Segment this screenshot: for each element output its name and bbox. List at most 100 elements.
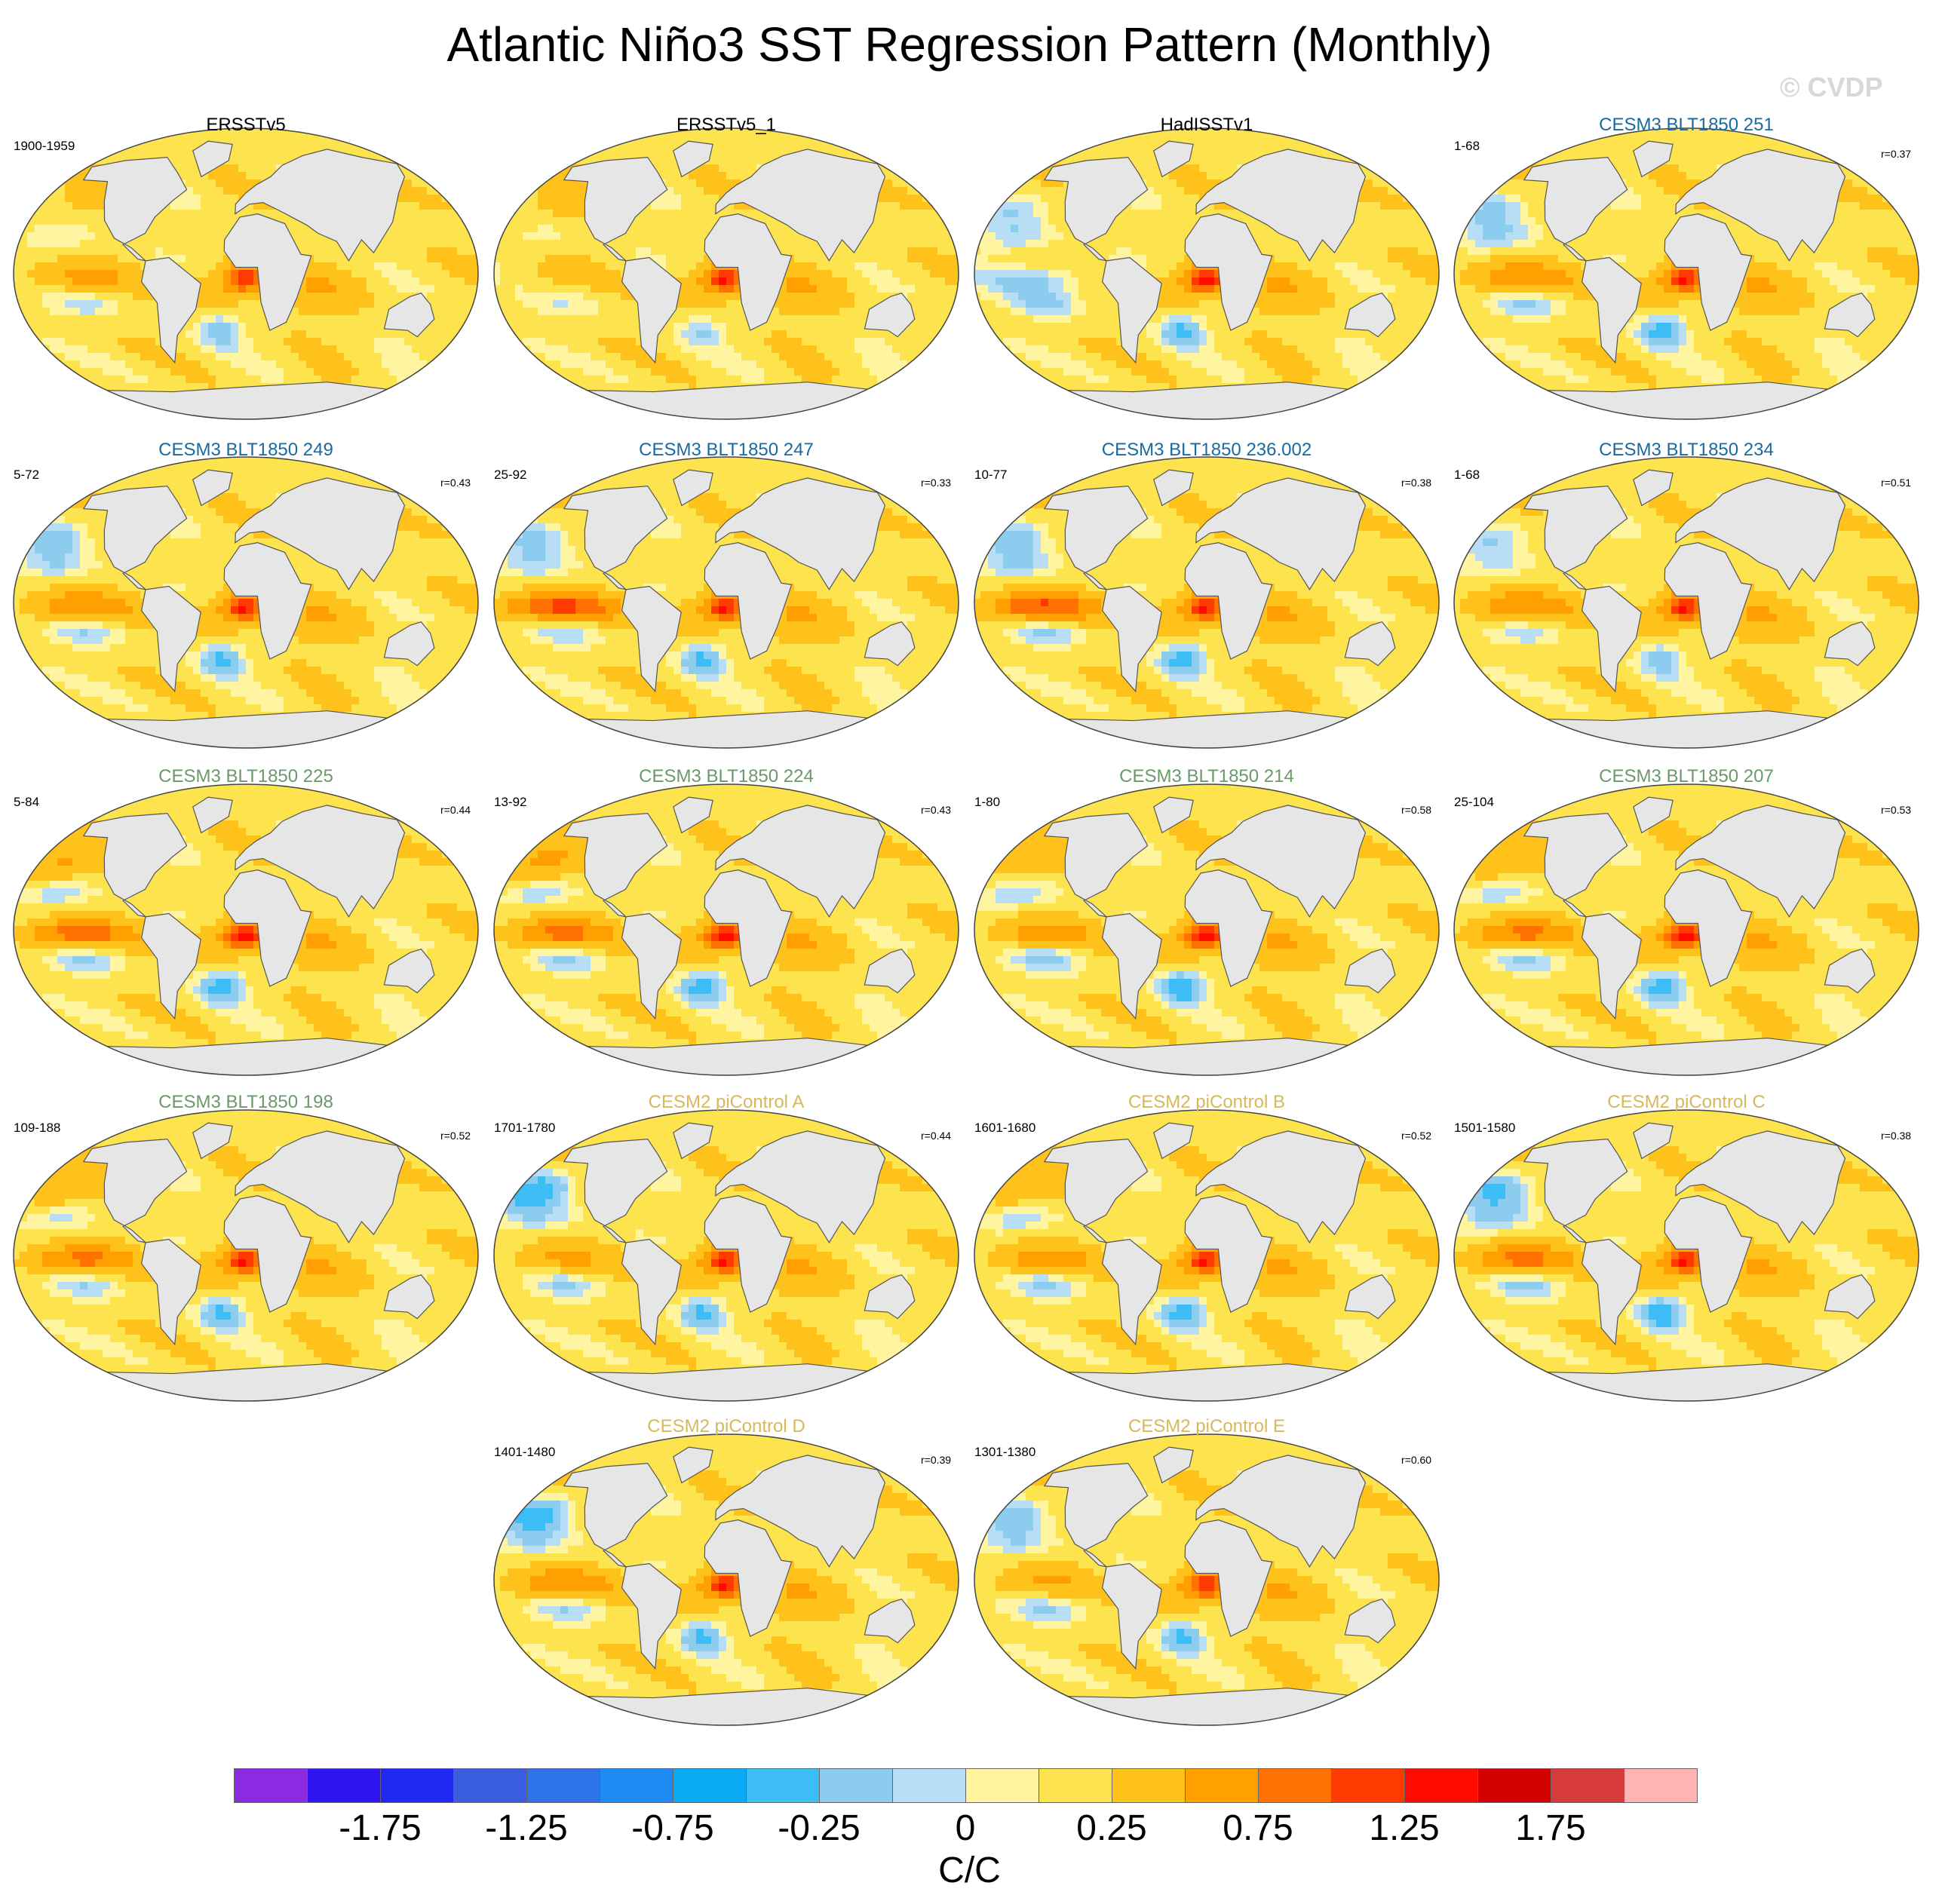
continent-6 (97, 1038, 395, 1075)
map-outline (493, 1109, 959, 1402)
panel-period: 1-80 (974, 795, 1000, 810)
continent-4 (864, 1599, 916, 1644)
colorbar-tick-label: 1.25 (1351, 1807, 1457, 1849)
panel-title: CESM2 piControl D (492, 1416, 960, 1437)
panel-title: CESM3 BLT1850 207 (1453, 766, 1920, 787)
continent-0 (1043, 485, 1149, 590)
continent-1 (1101, 1562, 1162, 1670)
continent-2 (1184, 542, 1273, 660)
sst-field (494, 457, 959, 748)
continent-1 (1581, 585, 1642, 693)
continent-6 (97, 710, 395, 748)
continent-5 (673, 1446, 713, 1484)
continent-4 (383, 1274, 435, 1320)
panel-period: 1601-1680 (974, 1121, 1035, 1136)
continent-0 (563, 1138, 668, 1243)
continent-4 (864, 1274, 916, 1320)
panel-period: 1-68 (1454, 468, 1480, 483)
continent-2 (704, 542, 793, 660)
colorbar-swatch (1185, 1768, 1259, 1803)
panel-title: CESM3 BLT1850 224 (492, 766, 960, 787)
colorbar-tick-label: 0.25 (1059, 1807, 1164, 1849)
panel-title: ERSSTv5 (12, 115, 480, 136)
map-outline (974, 1433, 1440, 1726)
continent-5 (1153, 469, 1194, 507)
continent-4 (383, 293, 435, 338)
continent-1 (1581, 1238, 1642, 1346)
continent-3 (1195, 1130, 1367, 1243)
map-outline (1453, 127, 1919, 420)
panel-title: CESM2 piControl A (492, 1092, 960, 1113)
sst-regression-map (13, 456, 479, 749)
continent-3 (715, 1455, 886, 1568)
continent-5 (1153, 140, 1194, 178)
continent-1 (1101, 912, 1162, 1020)
panel-title: CESM3 BLT1850 236.002 (973, 440, 1440, 461)
continent-2 (1184, 1519, 1273, 1637)
continent-6 (1057, 710, 1356, 748)
colorbar-swatch (380, 1768, 454, 1803)
panel-title: CESM3 BLT1850 225 (12, 766, 480, 787)
continent-2 (1184, 1195, 1273, 1313)
panel-title: CESM2 piControl C (1453, 1092, 1920, 1113)
sst-regression-map (1453, 127, 1919, 420)
continent-6 (1057, 1363, 1356, 1401)
panel-correlation: r=0.38 (1881, 1130, 1911, 1142)
colorbar-swatch (673, 1768, 747, 1803)
colorbar-units-label: C/C (0, 1850, 1939, 1891)
panel-correlation: r=0.37 (1881, 148, 1911, 160)
continent-4 (864, 949, 916, 994)
colorbar-swatch (1551, 1768, 1625, 1803)
continent-6 (1057, 1688, 1356, 1725)
continent-3 (1675, 149, 1846, 262)
continent-3 (1675, 805, 1846, 918)
colorbar-tick-label: -1.75 (327, 1807, 433, 1849)
panel-period: 1501-1580 (1454, 1121, 1515, 1136)
continent-1 (1581, 256, 1642, 364)
colorbar-tick-label: -0.75 (620, 1807, 726, 1849)
colorbar-tick-label: -0.25 (766, 1807, 872, 1849)
continent-6 (577, 1688, 876, 1725)
continent-3 (1195, 805, 1367, 918)
continent-6 (1057, 1038, 1356, 1075)
panel-correlation: r=0.51 (1881, 477, 1911, 489)
panel-title: CESM2 piControl B (973, 1092, 1440, 1113)
sst-field (494, 784, 959, 1075)
continent-5 (192, 796, 233, 834)
panel-title: ERSSTv5_1 (492, 115, 960, 136)
colorbar-swatch (526, 1768, 600, 1803)
continent-0 (563, 1462, 668, 1568)
sst-regression-map (13, 127, 479, 420)
continent-0 (82, 1138, 188, 1243)
panel-correlation: r=0.52 (1401, 1130, 1431, 1142)
continent-5 (1633, 140, 1674, 178)
panel-period: 10-77 (974, 468, 1007, 483)
continent-3 (1195, 1455, 1367, 1568)
sst-regression-map (974, 456, 1440, 749)
sst-regression-map (1453, 456, 1919, 749)
map-outline (1453, 1109, 1919, 1402)
panel-correlation: r=0.60 (1401, 1454, 1431, 1466)
continent-0 (1043, 1462, 1149, 1568)
colorbar-swatch (1404, 1768, 1478, 1803)
continent-5 (192, 1122, 233, 1160)
map-outline (1453, 456, 1919, 749)
colorbar-tick-label: 0 (913, 1807, 1018, 1849)
continent-0 (563, 485, 668, 590)
continent-4 (864, 621, 916, 667)
continent-2 (1664, 1195, 1753, 1313)
continent-3 (1195, 149, 1367, 262)
colorbar-swatch (1258, 1768, 1332, 1803)
continent-6 (97, 1363, 395, 1401)
continent-0 (1043, 156, 1149, 262)
continent-3 (235, 149, 406, 262)
map-outline (493, 127, 959, 420)
continent-4 (1344, 1274, 1396, 1320)
map-outline (493, 456, 959, 749)
panel-period: 109-188 (14, 1121, 60, 1136)
map-outline (974, 783, 1440, 1076)
continent-4 (1824, 293, 1876, 338)
continent-6 (97, 382, 395, 419)
sst-field (1454, 457, 1919, 748)
continent-2 (1664, 542, 1753, 660)
